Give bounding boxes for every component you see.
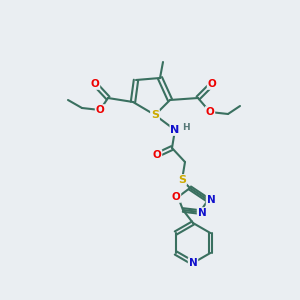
Text: O: O xyxy=(206,107,214,117)
Text: N: N xyxy=(189,258,197,268)
Text: S: S xyxy=(151,110,159,120)
Text: O: O xyxy=(91,79,99,89)
Text: O: O xyxy=(172,192,180,202)
Text: O: O xyxy=(153,150,161,160)
Text: O: O xyxy=(208,79,216,89)
Text: N: N xyxy=(170,125,180,135)
Text: O: O xyxy=(96,105,104,115)
Text: H: H xyxy=(182,122,190,131)
Text: N: N xyxy=(207,195,215,205)
Text: S: S xyxy=(178,175,186,185)
Text: N: N xyxy=(198,208,206,218)
